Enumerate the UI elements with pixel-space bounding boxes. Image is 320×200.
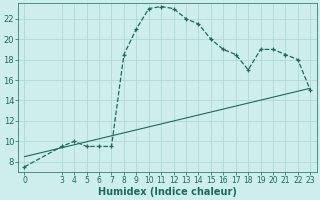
X-axis label: Humidex (Indice chaleur): Humidex (Indice chaleur) bbox=[98, 187, 237, 197]
